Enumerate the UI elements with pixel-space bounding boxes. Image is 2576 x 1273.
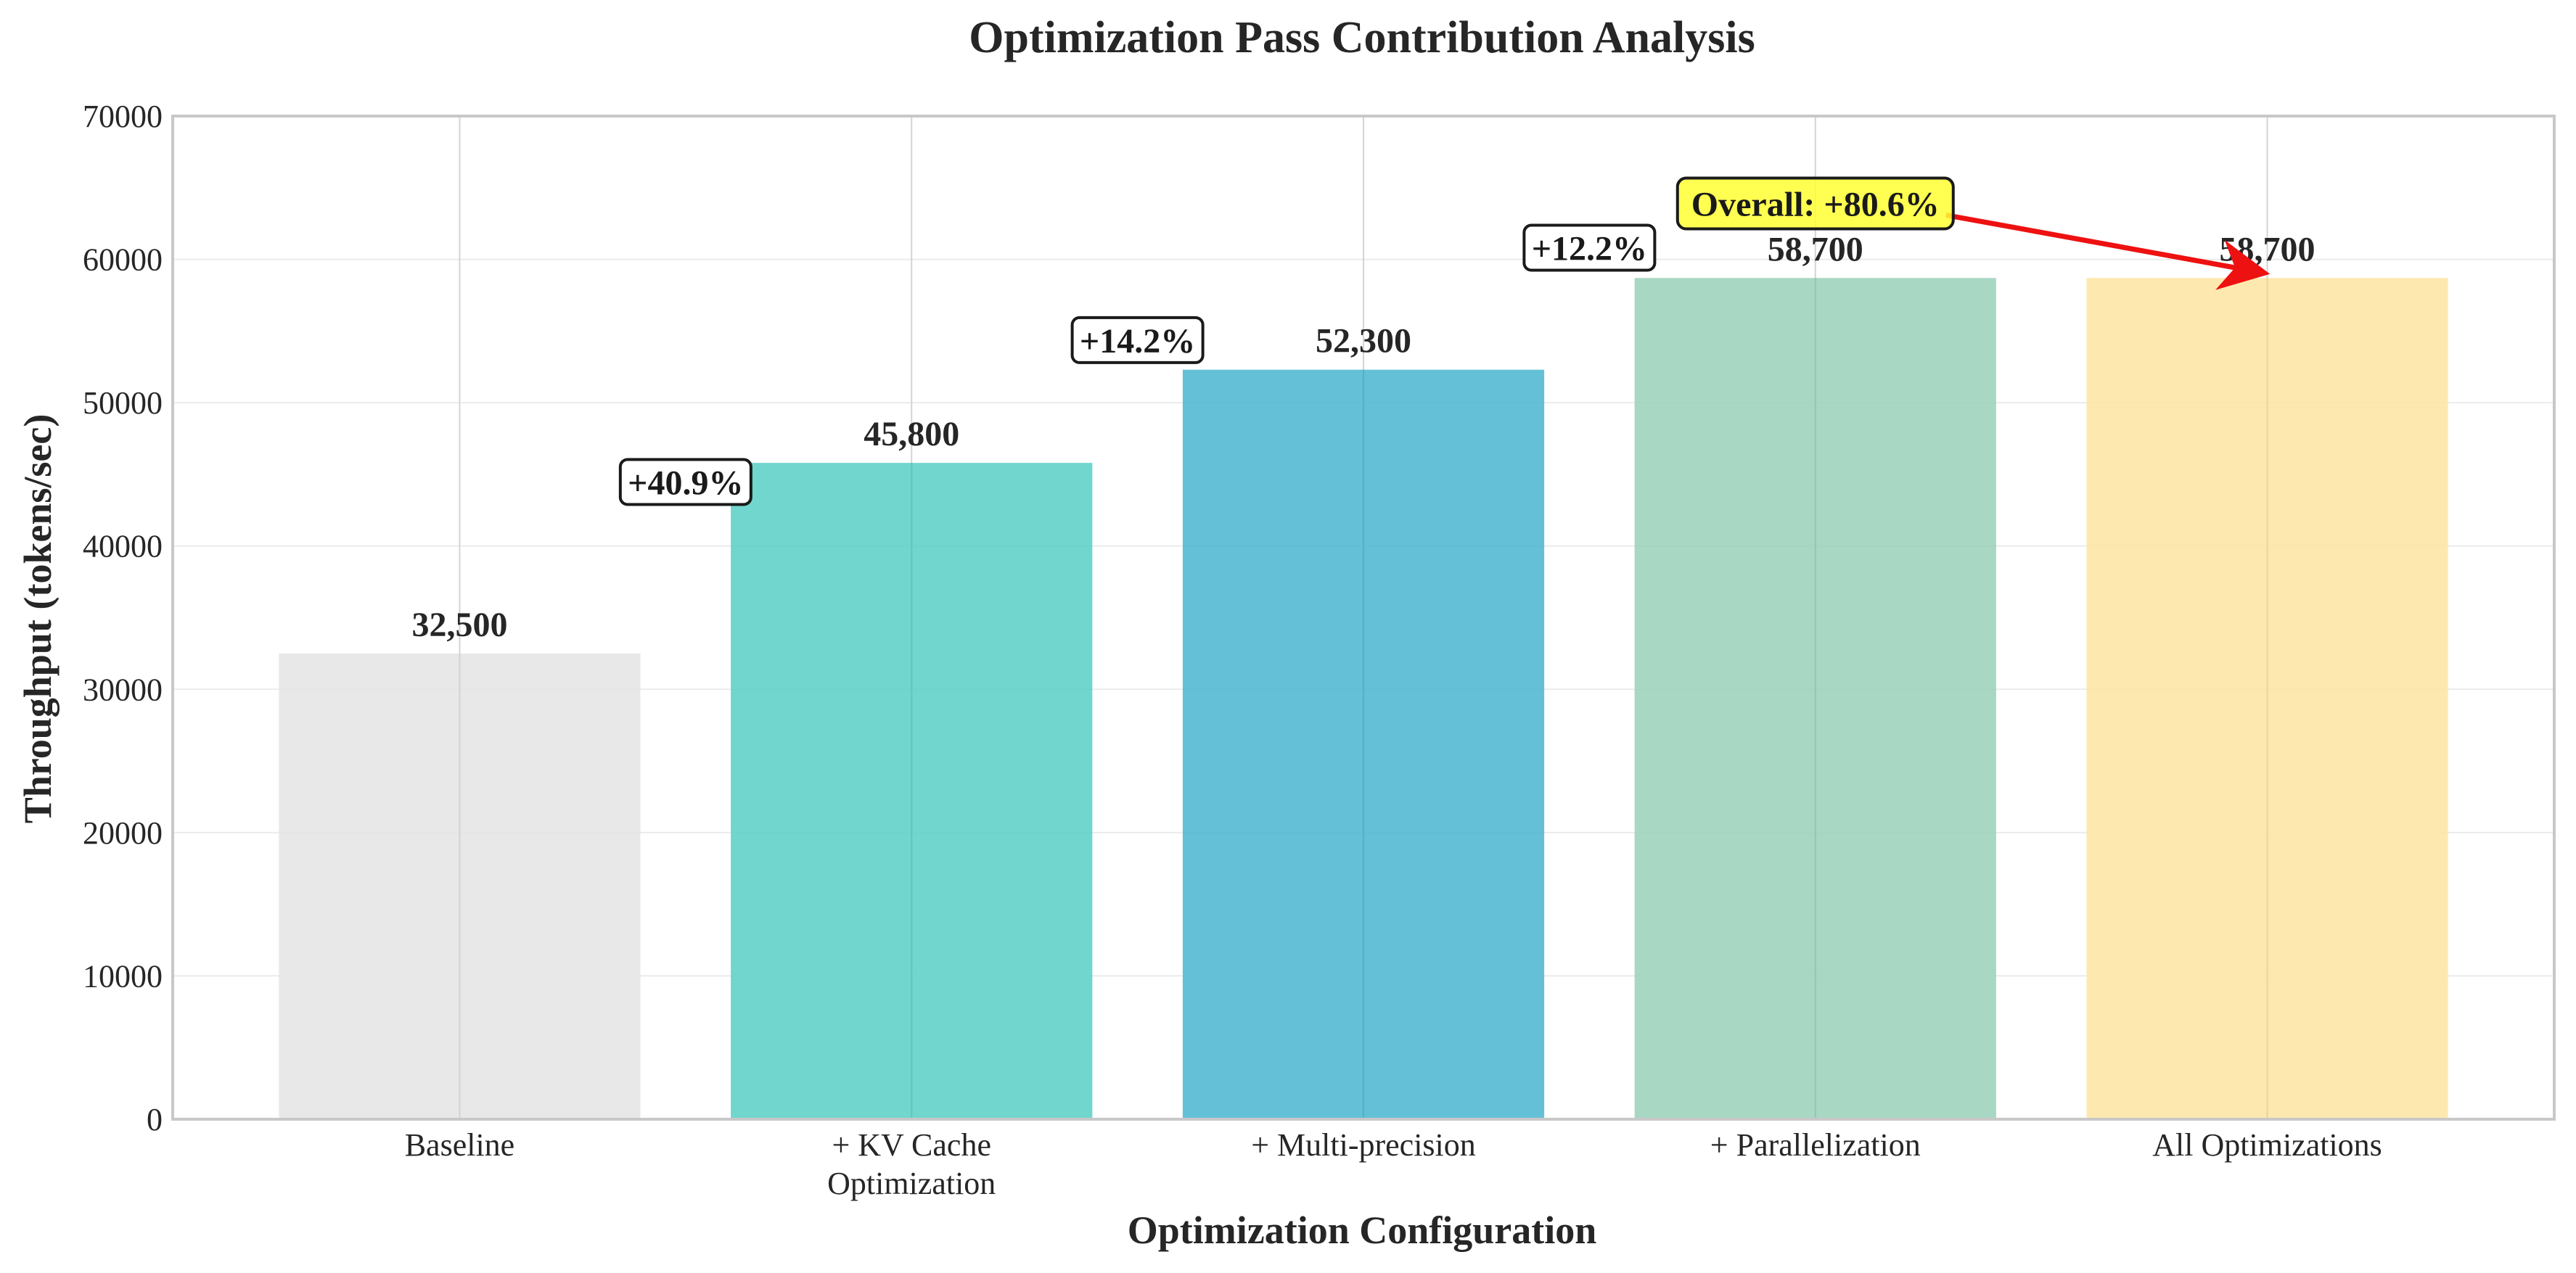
- x-tick-label: Baseline: [405, 1127, 515, 1163]
- y-tick-label: 10000: [83, 958, 163, 994]
- increment-box: [1522, 223, 1657, 272]
- data-label: 32,500: [411, 606, 507, 644]
- plot-frame: [171, 115, 2556, 1121]
- increment-box: [618, 458, 752, 506]
- bar: [279, 653, 641, 1119]
- data-label: 45,800: [864, 415, 959, 453]
- y-tick-label: 50000: [83, 385, 163, 421]
- increment-label: +40.9%: [628, 464, 743, 503]
- bar: [731, 463, 1093, 1119]
- bar: [2086, 278, 2448, 1119]
- x-tick-label: All Optimizations: [2152, 1127, 2382, 1163]
- y-tick-label: 60000: [83, 242, 163, 278]
- y-tick-label: 0: [147, 1102, 163, 1137]
- x-tick-label: Optimization: [827, 1166, 996, 1201]
- overall-label: Overall: +80.6%: [1691, 186, 1940, 224]
- y-tick-label: 30000: [83, 672, 163, 707]
- increment-label: +14.2%: [1080, 322, 1195, 361]
- chart-title: Optimization Pass Contribution Analysis: [969, 13, 1755, 62]
- increment-box: [1070, 316, 1205, 364]
- y-tick-label: 70000: [83, 99, 163, 134]
- bar: [1634, 278, 1996, 1119]
- x-tick-label: + KV Cache: [832, 1127, 991, 1163]
- data-label: 58,700: [1768, 230, 1863, 268]
- y-tick-label: 20000: [83, 815, 163, 851]
- overall-arrow: [1945, 213, 2271, 290]
- overall-box: [1675, 176, 1955, 231]
- x-tick-label: + Parallelization: [1710, 1127, 1921, 1163]
- increment-label: +12.2%: [1532, 229, 1647, 268]
- data-label: 58,700: [2220, 230, 2315, 268]
- y-axis-label: Throughput (tokens/sec): [16, 414, 60, 824]
- data-label: 52,300: [1316, 322, 1411, 361]
- bar: [1182, 369, 1545, 1119]
- y-tick-label: 40000: [83, 529, 163, 564]
- x-tick-label: + Multi-precision: [1251, 1127, 1476, 1163]
- x-axis-label: Optimization Configuration: [1128, 1208, 1597, 1252]
